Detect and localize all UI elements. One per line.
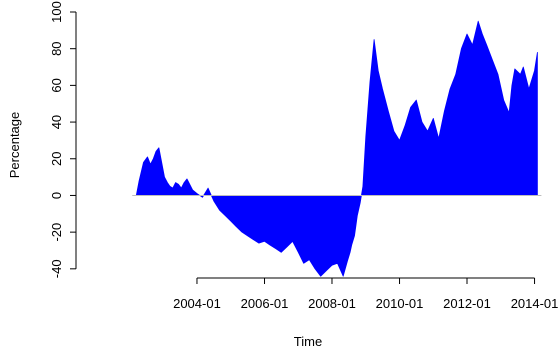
y-tick-label: 60 (49, 78, 64, 92)
area-series (135, 20, 538, 277)
y-tick-label: 40 (49, 115, 64, 129)
x-tick-label: 2004-01 (173, 296, 221, 311)
y-tick-label: 0 (49, 192, 64, 199)
y-axis-ticks: -40 -20 0 20 40 60 80 100 (49, 1, 76, 278)
x-tick-label: 2010-01 (376, 296, 424, 311)
y-tick-label: 80 (49, 41, 64, 55)
y-tick-label: -40 (49, 259, 64, 278)
y-tick-label: -20 (49, 223, 64, 242)
x-tick-label: 2012-01 (443, 296, 491, 311)
x-tick-label: 2006-01 (241, 296, 289, 311)
x-axis-ticks: 2004-01 2006-01 2008-01 2010-01 2012-01 2014-… (173, 278, 558, 311)
x-axis-title: Time (294, 334, 322, 349)
x-tick-label: 2014-01 (511, 296, 559, 311)
x-tick-label: 2008-01 (308, 296, 356, 311)
y-tick-label: 100 (49, 1, 64, 23)
y-axis-title: Percentage (7, 112, 22, 179)
y-tick-label: 20 (49, 152, 64, 166)
area-fill (135, 20, 538, 277)
